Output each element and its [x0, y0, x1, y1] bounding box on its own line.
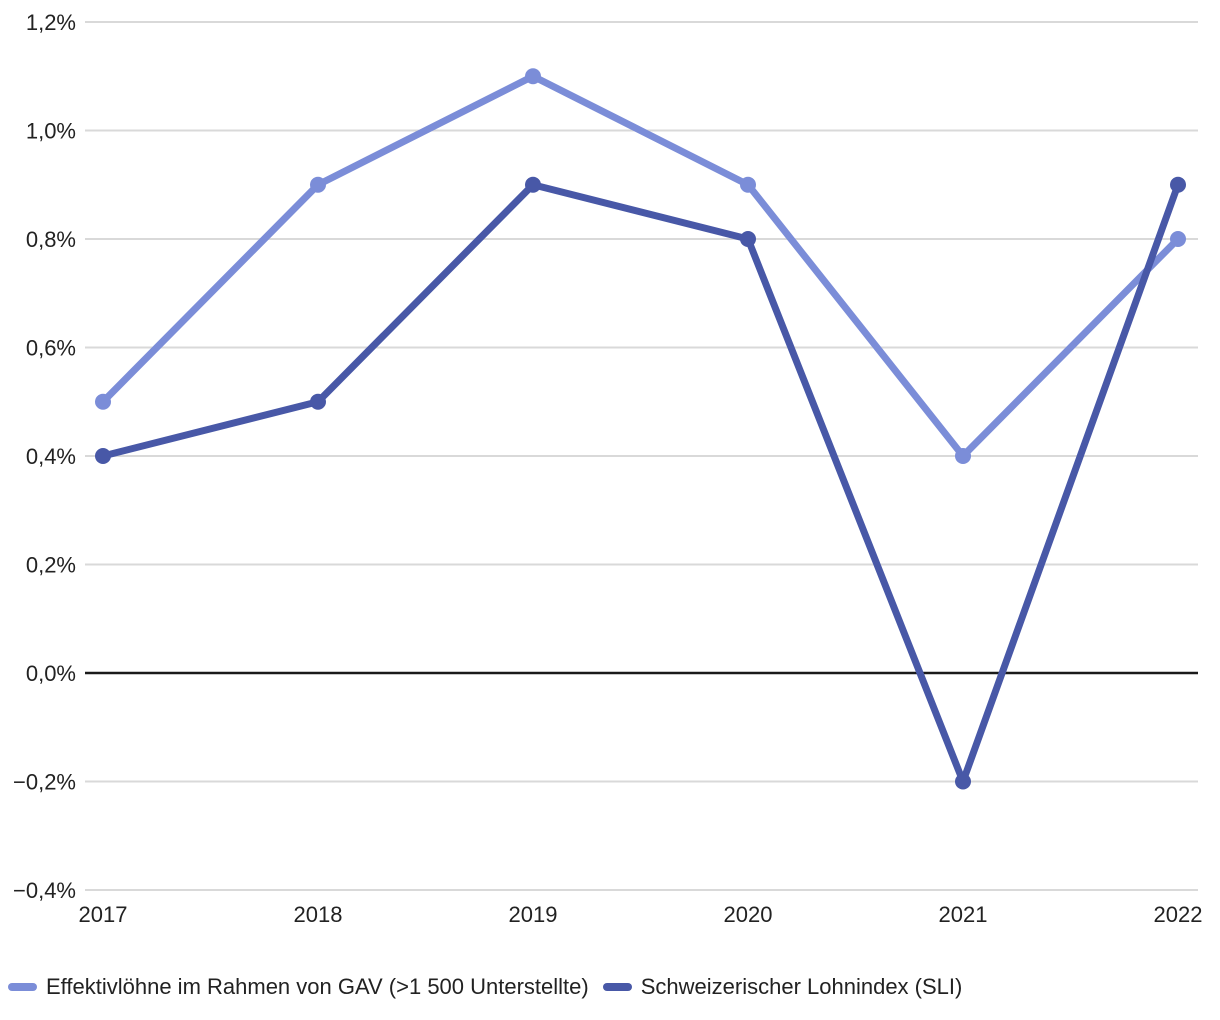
y-tick-label: 1,2%	[26, 10, 76, 35]
data-point	[95, 448, 111, 464]
y-tick-label: 1,0%	[26, 119, 76, 144]
data-point	[955, 448, 971, 464]
y-tick-label: 0,4%	[26, 444, 76, 469]
data-point	[955, 773, 971, 790]
legend-label-effektivloehne: Effektivlöhne im Rahmen von GAV (>1 500 …	[46, 974, 589, 999]
x-tick-label: 2020	[724, 902, 773, 927]
line-chart: 1,2%1,0%0,8%0,6%0,4%0,2%0,0%−0,2%−0,4%20…	[13, 10, 1203, 927]
y-tick-label: 0,6%	[26, 336, 76, 361]
data-point	[310, 393, 326, 410]
series-line-0	[99, 72, 1182, 460]
legend-marker-sli-icon	[602, 983, 632, 991]
x-tick-label: 2017	[79, 902, 128, 927]
x-tick-label: 2019	[509, 902, 558, 927]
chart-container: 1,2% 1,0% 0,8% 0,6% 0,4% 0,2% 0,0% −0,2% −0,4% 20…	[13, 10, 1203, 927]
x-tick-label: 2021	[939, 902, 988, 927]
chart-legend: Effektivlöhne im Rahmen von GAV (>1 500 …	[0, 945, 1220, 1001]
legend-item-sli: Schweizerischer Lohnindex (SLI)	[602, 973, 963, 1001]
legend-label-sli: Schweizerischer Lohnindex (SLI)	[640, 974, 963, 999]
x-tick-label: 2022	[1154, 902, 1203, 927]
data-point	[525, 68, 541, 85]
series-line-1	[99, 181, 1182, 785]
data-point	[740, 176, 756, 193]
data-point	[1170, 176, 1186, 193]
y-tick-label: −0,4%	[13, 878, 76, 903]
data-point	[1170, 231, 1186, 247]
data-point	[525, 176, 541, 193]
legend-marker-effektivloehne-icon	[8, 983, 37, 991]
y-tick-label: 0,2%	[26, 553, 76, 578]
y-tick-label: 0,8%	[26, 227, 76, 252]
data-point	[740, 231, 756, 247]
data-point	[310, 176, 326, 193]
data-point	[95, 393, 111, 410]
y-tick-label: 0,0%	[26, 661, 76, 686]
legend-item-effektivloehne: Effektivlöhne im Rahmen von GAV (>1 500 …	[8, 973, 589, 1001]
y-tick-label: −0,2%	[13, 770, 76, 795]
x-tick-label: 2018	[294, 902, 343, 927]
